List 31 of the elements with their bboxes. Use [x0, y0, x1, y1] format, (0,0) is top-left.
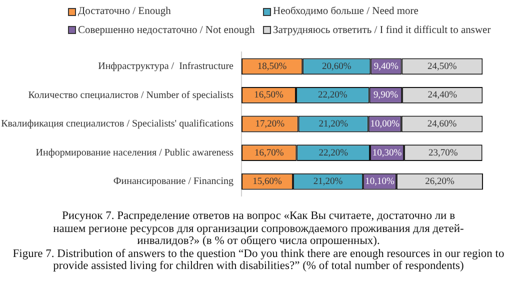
data-label: 15,60%	[252, 177, 282, 188]
legend-label: Совершенно недостаточно / Not enough	[78, 24, 255, 36]
data-label: 20,60%	[322, 62, 352, 72]
data-label: 22,20%	[318, 148, 348, 158]
data-label: 21,20%	[313, 177, 343, 188]
data-label: 9,40%	[374, 62, 399, 72]
data-label: 10,30%	[372, 148, 402, 158]
data-label: 21,20%	[318, 120, 348, 130]
data-label: 23,70%	[428, 148, 458, 158]
data-label: 16,70%	[254, 148, 284, 158]
data-label: 22,20%	[318, 90, 348, 101]
data-label: 16,50%	[254, 90, 284, 101]
data-label: 24,60%	[427, 120, 457, 130]
text: Рисунок 7. Распределение ответов на вопрос «Как Вы считаете, достаточно ли в нашем регионе ресурсов для организации сопровождаемого проживания для детей-инвалидов?» (в % от общего числа опрошенных).	[52, 210, 465, 248]
y-tick-label: Квалификация специалистов / Specialists' qualifications	[1, 118, 234, 130]
data-label: 18,50%	[257, 62, 287, 72]
data-label: 9,90%	[373, 90, 398, 101]
y-tick-label: Информирование населения / Public awareness	[36, 147, 234, 158]
data-label: 17,20%	[255, 120, 285, 130]
y-tick-label: Инфраструктура / Infrastructure	[98, 61, 234, 72]
data-label: 26,20%	[425, 177, 454, 188]
data-label: 24,50%	[428, 62, 457, 72]
data-label: 10,00%	[370, 120, 400, 130]
data-label: 10,10%	[365, 177, 394, 188]
data-label: 24,40%	[428, 90, 458, 101]
y-tick-label: Финансирование / Financing	[113, 176, 234, 188]
legend-label: Необходимо больше / Need more	[273, 6, 418, 18]
legend-label: Достаточно / Enough	[78, 6, 171, 18]
legend-label: Затрудняюсь ответить / I find it difficult to answer	[273, 24, 491, 36]
y-tick-label: Количество специалистов / Number of specialists	[28, 90, 234, 101]
caption: Figure 7. Distribution of answers to the question “Do you think there are enough resources in our region to provide assisted living for children with disabilities?” (% of total number of respondents)	[12, 248, 506, 272]
